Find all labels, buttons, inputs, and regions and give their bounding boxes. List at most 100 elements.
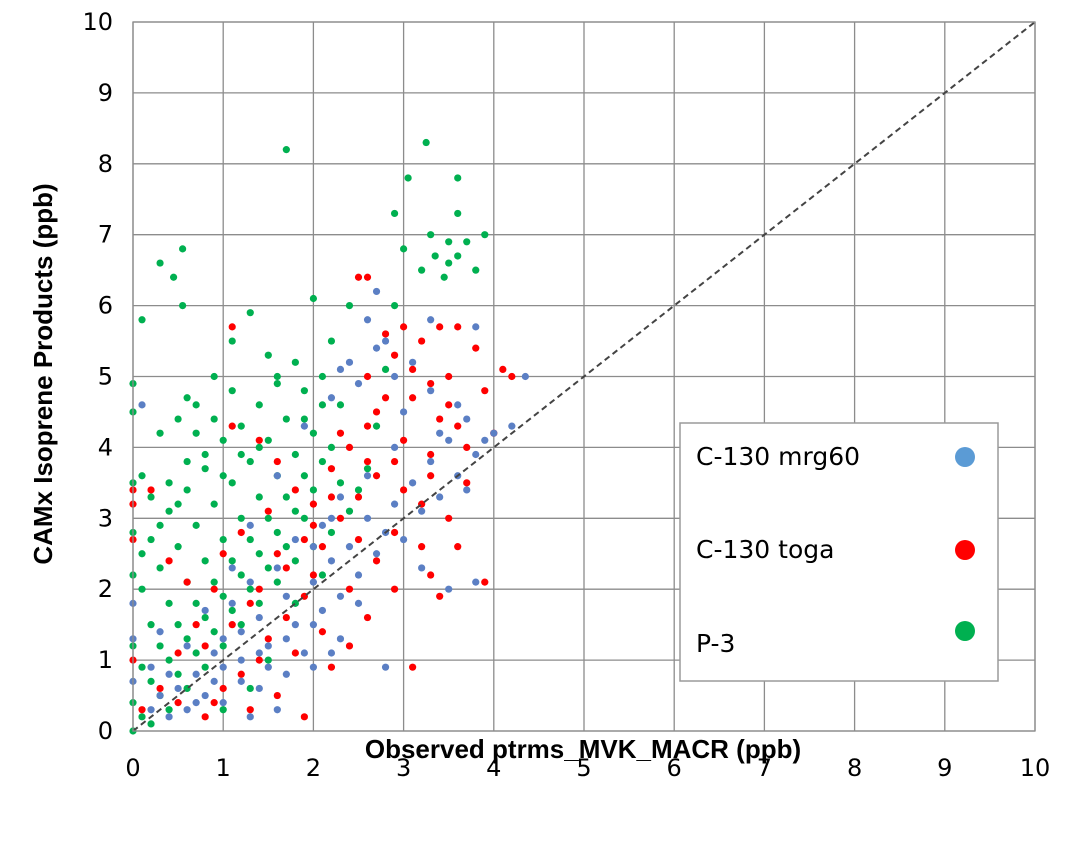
- point-p-3-7: [445, 238, 453, 246]
- point-c-130-mrg60-13: [345, 543, 354, 551]
- legend-label-c-130-mrg60: C-130 mrg60: [696, 442, 860, 471]
- x-tick-label-8: 8: [847, 754, 862, 782]
- point-p-3-74: [255, 550, 263, 558]
- point-c-130-toga-97: [400, 486, 408, 494]
- point-c-130-mrg60-58: [219, 699, 227, 707]
- point-c-130-mrg60-94: [192, 699, 200, 707]
- point-p-3-85: [300, 514, 308, 522]
- point-c-130-toga-67: [183, 578, 191, 586]
- point-c-130-mrg60-78: [390, 443, 399, 451]
- point-c-130-toga-53: [300, 713, 308, 721]
- point-c-130-mrg60-33: [381, 337, 390, 345]
- point-c-130-mrg60-85: [463, 486, 471, 494]
- point-c-130-toga-19: [481, 578, 489, 586]
- point-p-3-57: [201, 557, 209, 565]
- y-tick-label-10: 10: [82, 8, 113, 36]
- point-p-3-104: [336, 479, 345, 487]
- y-tick-label-8: 8: [98, 150, 113, 178]
- point-c-130-toga-63: [192, 621, 200, 629]
- point-c-130-mrg60-6: [264, 642, 272, 650]
- y-tick-label-6: 6: [98, 292, 113, 320]
- point-p-3-138: [165, 479, 173, 487]
- point-c-130-toga-76: [409, 394, 417, 402]
- point-c-130-toga-4: [454, 323, 462, 331]
- legend-marker-p-3: [955, 621, 975, 641]
- point-c-130-mrg60-91: [309, 543, 317, 551]
- point-p-3-37: [237, 422, 245, 430]
- point-c-130-mrg60-27: [472, 450, 480, 459]
- point-c-130-toga-64: [210, 585, 218, 593]
- point-p-3-33: [291, 358, 299, 366]
- point-c-130-toga-40: [345, 443, 354, 451]
- point-p-3-12: [445, 259, 453, 267]
- point-c-130-toga-94: [300, 535, 308, 544]
- point-c-130-toga-10: [472, 344, 480, 352]
- point-p-3-131: [381, 365, 390, 374]
- point-c-130-toga-61: [156, 684, 164, 693]
- point-c-130-mrg60-12: [336, 592, 345, 600]
- point-p-3-75: [237, 571, 245, 579]
- point-c-130-toga-93: [273, 550, 281, 558]
- point-c-130-mrg60-41: [300, 422, 308, 430]
- point-c-130-mrg60-38: [472, 323, 480, 331]
- point-p-3-128: [354, 486, 363, 494]
- point-c-130-mrg60-9: [309, 578, 317, 586]
- legend-marker-c-130-toga: [955, 540, 975, 560]
- point-p-3-97: [147, 493, 155, 501]
- point-c-130-mrg60-92: [327, 514, 336, 522]
- point-c-130-mrg60-14: [354, 571, 363, 579]
- point-p-3-20: [179, 302, 187, 310]
- point-c-130-toga-47: [454, 543, 462, 551]
- point-c-130-mrg60-29: [508, 422, 516, 430]
- point-p-3-65: [246, 535, 254, 544]
- point-p-3-26: [228, 337, 236, 345]
- point-c-130-mrg60-77: [363, 472, 372, 480]
- point-c-130-toga-89: [201, 642, 209, 650]
- point-p-3-6: [427, 231, 435, 239]
- point-p-3-137: [183, 457, 191, 466]
- y-axis-ticks: 0 1 2 3 4 5 6 7 8 9 10: [82, 8, 113, 745]
- point-c-130-toga-55: [246, 706, 254, 714]
- point-c-130-toga-9: [445, 372, 453, 381]
- point-c-130-toga-81: [390, 528, 399, 537]
- point-p-3-96: [138, 472, 146, 480]
- point-c-130-toga-33: [210, 699, 218, 707]
- point-p-3-133: [336, 401, 345, 409]
- point-p-3-124: [264, 656, 272, 664]
- point-p-3-82: [309, 486, 317, 494]
- point-p-3-140: [156, 429, 164, 437]
- point-p-3-17: [156, 259, 164, 267]
- point-p-3-121: [156, 521, 164, 529]
- point-p-3-67: [210, 578, 218, 586]
- point-c-130-toga-98: [427, 472, 435, 480]
- point-c-130-mrg60-57: [246, 713, 254, 721]
- point-c-130-mrg60-32: [363, 316, 372, 324]
- point-c-130-toga-34: [201, 713, 209, 721]
- x-tick-label-1: 1: [216, 754, 231, 782]
- point-c-130-mrg60-98: [237, 656, 245, 664]
- point-p-3-89: [228, 606, 236, 615]
- point-p-3-123: [219, 706, 227, 714]
- point-c-130-toga-6: [390, 351, 399, 359]
- point-p-3-91: [192, 649, 200, 657]
- point-p-3-112: [219, 642, 227, 650]
- point-p-3-24: [390, 302, 399, 310]
- x-axis-ticks: 0 1 2 3 4 5 6 7 8 9 10: [125, 754, 1050, 782]
- point-p-3-64: [264, 514, 272, 522]
- point-c-130-mrg60-83: [427, 316, 435, 324]
- point-p-3-13: [418, 266, 426, 274]
- point-p-3-120: [138, 550, 146, 558]
- point-c-130-toga-66: [165, 557, 173, 565]
- point-c-130-toga-16: [400, 436, 408, 444]
- point-c-130-toga-50: [363, 613, 372, 622]
- point-c-130-mrg60-30: [521, 372, 529, 381]
- point-p-3-43: [264, 436, 272, 444]
- point-c-130-toga-54: [273, 691, 281, 700]
- point-c-130-toga-20: [436, 592, 444, 600]
- point-c-130-mrg60-19: [400, 535, 408, 544]
- point-c-130-mrg60-4: [237, 628, 245, 636]
- point-p-3-46: [210, 500, 218, 508]
- legend: C-130 mrg60 C-130 toga P-3: [679, 422, 999, 682]
- point-p-3-88: [246, 585, 254, 593]
- legend-label-p-3: P-3: [696, 629, 735, 658]
